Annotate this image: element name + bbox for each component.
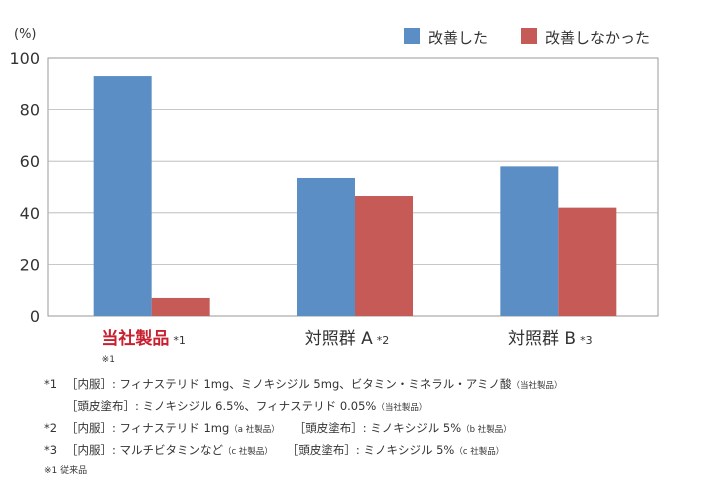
legend-label: 改善しなかった [545, 29, 650, 47]
footnote-source: （a 社製品） [229, 425, 280, 435]
footnote-text: ［頭皮塗布］: ミノキシジル 6.5%、フィナステリド 0.05% [66, 399, 377, 413]
footnote-source: （c 社製品） [223, 447, 273, 457]
y-tick-label: 20 [20, 255, 40, 274]
bar [93, 76, 152, 316]
footnote-text: ［内服］: マルチビタミンなど [66, 443, 224, 457]
x-tick-label: 対照群 A *2 [305, 329, 390, 349]
y-tick-label: 0 [30, 307, 40, 326]
footnote-source: （当社製品） [376, 403, 428, 413]
footnote-source: （当社製品） [511, 381, 563, 391]
x-tick-subnote: ※1 [102, 355, 115, 365]
y-tick-label: 40 [20, 204, 40, 223]
x-tick-suffix: *3 [580, 334, 593, 347]
y-axis-label: (%) [14, 27, 37, 42]
bar [558, 207, 617, 316]
footnote-2: *2 ［内服］: フィナステリド 1mg（a 社製品） ［頭皮塗布］: ミノキシジル… [44, 418, 694, 440]
footnote-text: ［内服］: フィナステリド 1mg、ミノキシジル 5mg、ビタミン・ミネラル・ア… [66, 377, 512, 391]
footnote-text: ［頭皮塗布］: ミノキシジル 5% [286, 443, 455, 457]
y-tick-label: 80 [20, 101, 40, 120]
legend-swatch [521, 28, 537, 44]
legend-label: 改善した [428, 29, 488, 47]
x-tick-label: 当社製品 *1 [101, 328, 186, 349]
footnote-1: *1 ［内服］: フィナステリド 1mg、ミノキシジル 5mg、ビタミン・ミネラル… [44, 374, 694, 396]
x-tick-suffix: *2 [377, 334, 390, 347]
footnote-3: *3 ［内服］: マルチビタミンなど（c 社製品） ［頭皮塗布］: ミノキシジル 5… [44, 440, 694, 462]
footnote-source: （b 社製品） [461, 425, 512, 435]
footnote-text: ［内服］: フィナステリド 1mg [66, 421, 230, 435]
bar [355, 196, 413, 316]
y-tick-label: 60 [20, 152, 40, 171]
legend-swatch [404, 28, 420, 44]
x-tick-suffix: *1 [173, 334, 186, 347]
footnote-source: （c 社製品） [454, 447, 505, 457]
bar [151, 297, 210, 316]
footnote-mark: *1 [44, 377, 58, 391]
footnotes: *1 ［内服］: フィナステリド 1mg、ミノキシジル 5mg、ビタミン・ミネラル… [44, 374, 694, 480]
footnote-1b: ［頭皮塗布］: ミノキシジル 6.5%、フィナステリド 0.05%（当社製品） [44, 396, 694, 418]
chart: 0 20 40 60 80 100 (%) 当社製品 *1 ※1 対照群 A *2 対照群 B *3 改善し… [9, 27, 659, 365]
footnote-text: ［頭皮塗布］: ミノキシジル 5% [293, 421, 462, 435]
footnote-mark: *2 [44, 421, 58, 435]
bar-chart: 0 20 40 60 80 100 (%) 当社製品 *1 ※1 対照群 A *2 対照群 B *3 改善し… [9, 27, 659, 365]
y-tick-label: 100 [9, 49, 40, 68]
footnote-4: ※1 従来品 [44, 462, 694, 480]
bar [500, 166, 559, 316]
footnote-text: ※1 従来品 [44, 466, 88, 476]
x-tick-label: 対照群 B *3 [508, 329, 593, 349]
bar [297, 177, 355, 316]
footnote-mark: *3 [44, 443, 58, 457]
